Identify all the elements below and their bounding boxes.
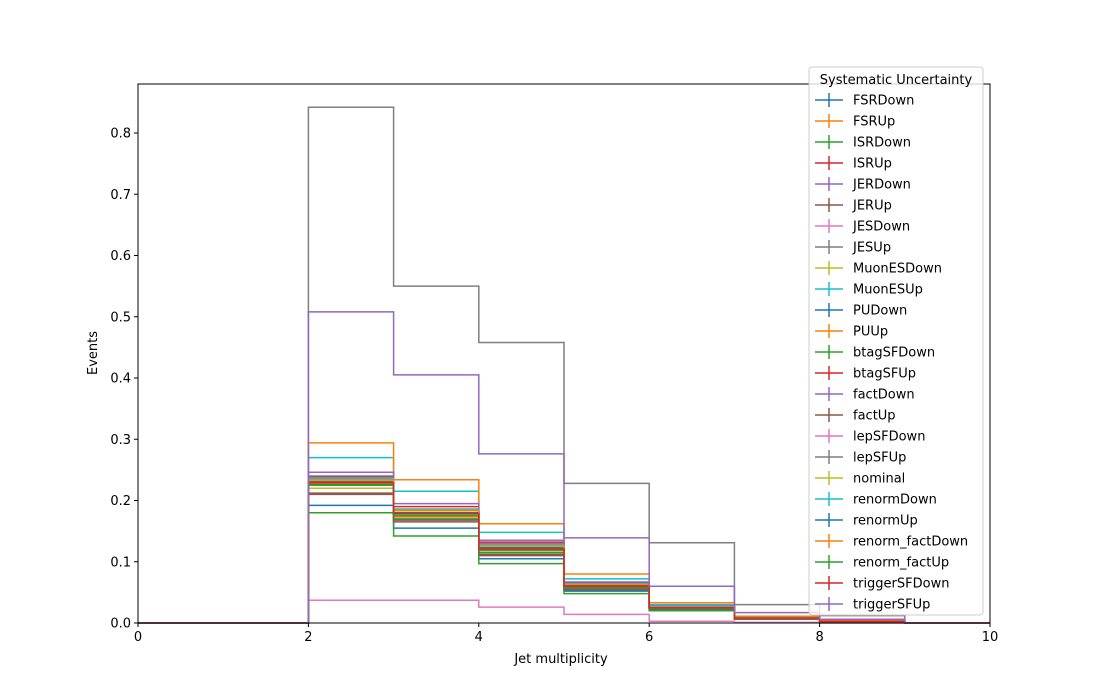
series-line-triggerSFUp xyxy=(138,311,990,624)
y-tick-label: 0.1 xyxy=(110,555,131,570)
x-axis-label: Jet multiplicity xyxy=(513,652,608,667)
legend-label: FSRDown xyxy=(853,94,914,109)
y-tick-label: 0.3 xyxy=(110,433,131,448)
legend-label: PUDown xyxy=(853,304,907,319)
legend-label: btagSFUp xyxy=(853,367,916,382)
legend-entry-ISRDown: ISRDown xyxy=(815,135,911,151)
legend-label: lepSFUp xyxy=(853,451,906,466)
legend-label: triggerSFUp xyxy=(853,598,930,613)
legend-entry-JERDown: JERDown xyxy=(815,177,911,193)
y-tick-label: 0.6 xyxy=(110,249,131,264)
legend-entry-JESUp: JESUp xyxy=(815,240,891,256)
y-tick-label: 0.0 xyxy=(110,617,131,632)
legend-label: MuonESDown xyxy=(853,262,942,277)
series-layer xyxy=(138,106,990,624)
legend-entry-factDown: factDown xyxy=(815,387,915,403)
legend-label: MuonESUp xyxy=(853,283,923,298)
legend-entry-lepSFDown: lepSFDown xyxy=(815,429,925,445)
x-tick-label: 8 xyxy=(815,630,823,645)
legend-title: Systematic Uncertainty xyxy=(820,73,973,88)
y-tick-label: 0.2 xyxy=(110,494,131,509)
y-ticks: 0.0 0.1 0.2 0.3 0.4 0.5 0.6 0.7 0.8 xyxy=(110,127,138,632)
legend-label: renorm_factDown xyxy=(853,535,968,550)
legend-entry-FSRUp: FSRUp xyxy=(815,114,895,130)
x-tick-label: 4 xyxy=(475,630,483,645)
legend: Systematic Uncertainty FSRDown FSRUp ISRDo… xyxy=(808,66,984,616)
x-ticks: 0 2 4 6 8 10 xyxy=(134,623,998,645)
x-tick-label: 2 xyxy=(304,630,312,645)
legend-entry-JESDown: JESDown xyxy=(815,219,910,235)
legend-label: JERDown xyxy=(852,178,911,193)
legend-entry-triggerSFDown: triggerSFDown xyxy=(815,576,949,592)
legend-label: lepSFDown xyxy=(853,430,925,445)
legend-entry-btagSFDown: btagSFDown xyxy=(815,345,935,361)
legend-entry-factUp: factUp xyxy=(815,408,896,424)
legend-label: triggerSFDown xyxy=(853,577,949,592)
legend-entry-FSRDown: FSRDown xyxy=(815,93,914,109)
legend-label: ISRUp xyxy=(853,157,892,172)
legend-entry-MuonESDown: MuonESDown xyxy=(815,261,942,277)
x-tick-label: 10 xyxy=(982,630,999,645)
y-tick-label: 0.8 xyxy=(110,127,131,142)
legend-label: renormDown xyxy=(853,493,937,508)
y-tick-label: 0.7 xyxy=(110,188,131,203)
legend-entry-lepSFUp: lepSFUp xyxy=(815,450,906,466)
legend-entry-JERUp: JERUp xyxy=(815,198,892,214)
legend-label: btagSFDown xyxy=(853,346,935,361)
legend-label: factUp xyxy=(853,409,896,424)
legend-label: FSRUp xyxy=(853,115,895,130)
legend-entry-ISRUp: ISRUp xyxy=(815,156,892,172)
plot-frame xyxy=(137,83,991,624)
legend-label: ISRDown xyxy=(853,136,911,151)
legend-entry-renormUp: renormUp xyxy=(815,513,918,529)
x-tick-label: 0 xyxy=(134,630,142,645)
y-axis-label: Events xyxy=(86,331,101,375)
legend-entry-PUUp: PUUp xyxy=(815,324,888,340)
legend-label: JERUp xyxy=(852,199,892,214)
legend-entry-PUDown: PUDown xyxy=(815,303,907,319)
legend-entry-nominal: nominal xyxy=(815,471,905,487)
legend-label: JESUp xyxy=(852,241,891,256)
legend-entry-renorm_factUp: renorm_factUp xyxy=(815,555,949,571)
legend-entry-btagSFUp: btagSFUp xyxy=(815,366,916,382)
legend-label: renorm_factUp xyxy=(853,556,949,571)
legend-label: nominal xyxy=(853,472,905,487)
legend-box xyxy=(808,66,984,616)
y-tick-label: 0.4 xyxy=(110,372,131,387)
legend-entry-renormDown: renormDown xyxy=(815,492,937,508)
legend-entry-triggerSFUp: triggerSFUp xyxy=(815,597,930,613)
legend-entry-MuonESUp: MuonESUp xyxy=(815,282,923,298)
legend-entry-renorm_factDown: renorm_factDown xyxy=(815,534,968,550)
legend-label: renormUp xyxy=(853,514,918,529)
legend-label: JESDown xyxy=(852,220,910,235)
legend-label: PUUp xyxy=(853,325,888,340)
y-tick-label: 0.5 xyxy=(110,310,131,325)
x-tick-label: 6 xyxy=(645,630,653,645)
legend-label: factDown xyxy=(853,388,915,403)
